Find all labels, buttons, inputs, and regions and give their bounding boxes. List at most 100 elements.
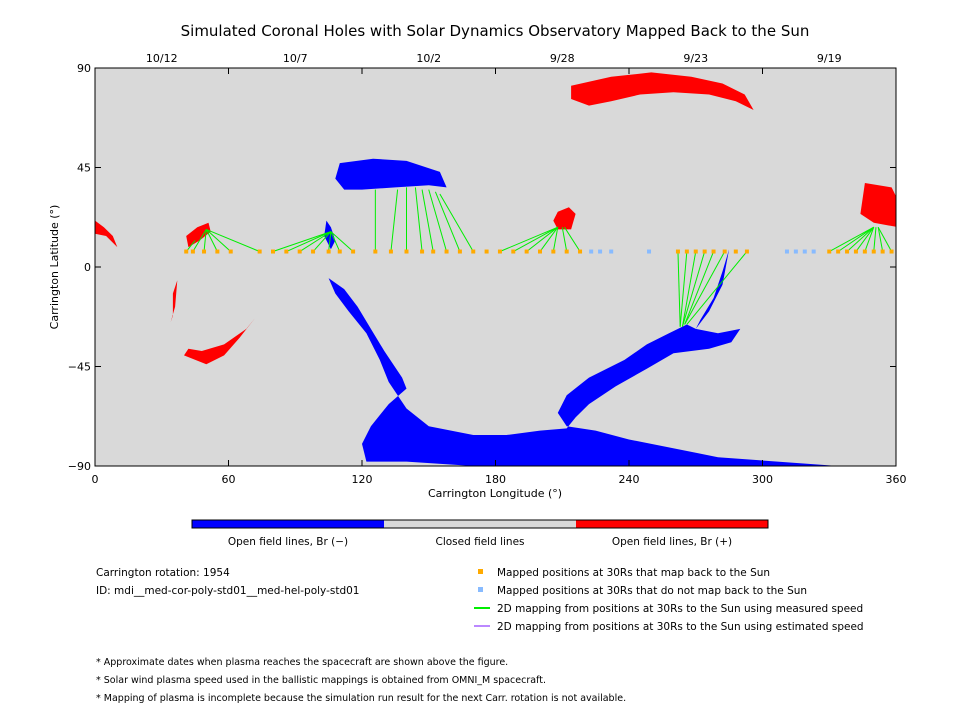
mapped-position-point: [184, 249, 189, 254]
colorbar: Open field lines, Br (−) Closed field lin…: [191, 519, 769, 548]
note-dates: * Approximate dates when plasma reaches …: [96, 657, 508, 668]
x-tick-label: 120: [352, 473, 373, 486]
mapped-position-point: [311, 249, 316, 254]
mapped-position-point: [722, 249, 727, 254]
mapped-position-point: [578, 249, 583, 254]
measured-mapping-line: [414, 187, 423, 252]
positive-coronal-hole: [184, 317, 256, 365]
measured-mapping-line: [864, 227, 875, 252]
measured-mapping-line: [499, 226, 558, 252]
legend: Mapped positions at 30Rs that map back t…: [474, 567, 864, 633]
mapped-position-point: [404, 249, 409, 254]
x-tick-label: 240: [619, 473, 640, 486]
measured-mapping-line: [513, 226, 559, 252]
date-axis: 10/12 10/7 10/2 9/28 9/23 9/19: [146, 52, 842, 65]
measured-mapping-line: [561, 227, 568, 252]
measured-mapping-line: [877, 227, 884, 252]
measured-mapping-line: [272, 231, 332, 252]
y-tick-label: 0: [84, 261, 91, 274]
y-tick-label: −45: [68, 361, 91, 374]
mapped-position-point: [511, 249, 516, 254]
y-tick-label: 90: [77, 62, 91, 75]
mapped-position-point: [862, 249, 867, 254]
measured-mapping-line: [299, 231, 332, 252]
mapped-position-point: [388, 249, 393, 254]
mapped-position-point: [202, 249, 207, 254]
positive-coronal-hole: [170, 280, 178, 323]
measured-mapping-line: [428, 189, 448, 252]
unmapped-position-point: [811, 249, 816, 254]
mapped-position-point: [880, 249, 885, 254]
positive-coronal-hole: [860, 183, 896, 227]
note-speed: * Solar wind plasma speed used in the ba…: [96, 675, 546, 686]
x-tick-label: 60: [222, 473, 236, 486]
measured-mapping-line: [434, 191, 461, 252]
positive-coronal-hole: [553, 207, 576, 230]
colorbar-frame: [191, 519, 769, 529]
mapped-position-point: [337, 249, 342, 254]
measured-mapping-line: [684, 251, 726, 325]
measured-mapping-line: [526, 226, 559, 252]
legend-marker: [478, 569, 483, 574]
mapped-position-point: [420, 249, 425, 254]
measured-mapping-line: [539, 226, 559, 252]
measured-mapping-line: [390, 189, 399, 252]
mapping-lines-layer: [185, 187, 892, 327]
mapped-position-point: [351, 249, 356, 254]
colorbar-label: Open field lines, Br (−): [228, 536, 348, 548]
mapped-position-point: [693, 249, 698, 254]
measured-mapping-line: [837, 226, 875, 252]
unmapped-position-point: [802, 249, 807, 254]
negative-coronal-hole: [328, 278, 839, 466]
negative-coronal-hole: [324, 220, 336, 250]
measured-mapping-line: [677, 251, 681, 327]
unmapped-position-point: [784, 249, 789, 254]
legend-label: 2D mapping from positions at 30Rs to the…: [497, 621, 864, 633]
mapped-position-point: [889, 249, 894, 254]
mapped-position-point: [373, 249, 378, 254]
mapped-position-point: [497, 249, 502, 254]
y-tick-label: −90: [68, 460, 91, 473]
unmapped-position-point: [598, 249, 603, 254]
note-incomplete: * Mapping of plasma is incomplete becaus…: [96, 693, 626, 704]
date-tick-label: 9/28: [550, 52, 575, 65]
mapped-position-point: [284, 249, 289, 254]
measured-mapping-line: [330, 231, 354, 252]
mapped-position-point: [744, 249, 749, 254]
positive-coronal-hole: [95, 220, 118, 248]
date-tick-label: 10/7: [283, 52, 308, 65]
plot-area: [95, 68, 896, 466]
measured-mapping-line: [192, 229, 207, 252]
x-tick-label: 180: [485, 473, 506, 486]
legend-label: Mapped positions at 30Rs that map back t…: [497, 567, 770, 579]
date-tick-label: 10/12: [146, 52, 178, 65]
mapped-position-point: [257, 249, 262, 254]
measured-mapping-line: [206, 228, 260, 252]
mapped-position-point: [827, 249, 832, 254]
measured-mapping-line: [439, 193, 474, 252]
measured-mapping-line: [564, 226, 581, 252]
chart-title: Simulated Coronal Holes with Solar Dynam…: [181, 22, 810, 40]
mapped-position-point: [564, 249, 569, 254]
mapped-position-point: [326, 249, 331, 254]
y-axis-label: Carrington Latitude (°): [48, 205, 61, 330]
measured-mapping-line: [846, 226, 875, 252]
negative-coronal-hole: [335, 158, 447, 190]
mapped-position-point: [702, 249, 707, 254]
legend-label: 2D mapping from positions at 30Rs to the…: [497, 603, 863, 615]
positive-coronal-hole: [571, 72, 754, 110]
measured-mapping-line: [686, 251, 748, 325]
mapped-position-point: [484, 249, 489, 254]
mapped-position-point: [675, 249, 680, 254]
measured-mapping-line: [203, 229, 207, 252]
mapped-position-point: [538, 249, 542, 254]
mapped-position-point: [871, 249, 876, 254]
mapped-position-point: [215, 249, 220, 254]
measured-mapping-line: [681, 251, 706, 327]
mapped-position-point: [845, 249, 850, 254]
measured-mapping-line: [684, 251, 715, 325]
x-tick-label: 300: [752, 473, 773, 486]
mapped-position-point: [733, 249, 738, 254]
x-tick-label: 0: [92, 473, 99, 486]
